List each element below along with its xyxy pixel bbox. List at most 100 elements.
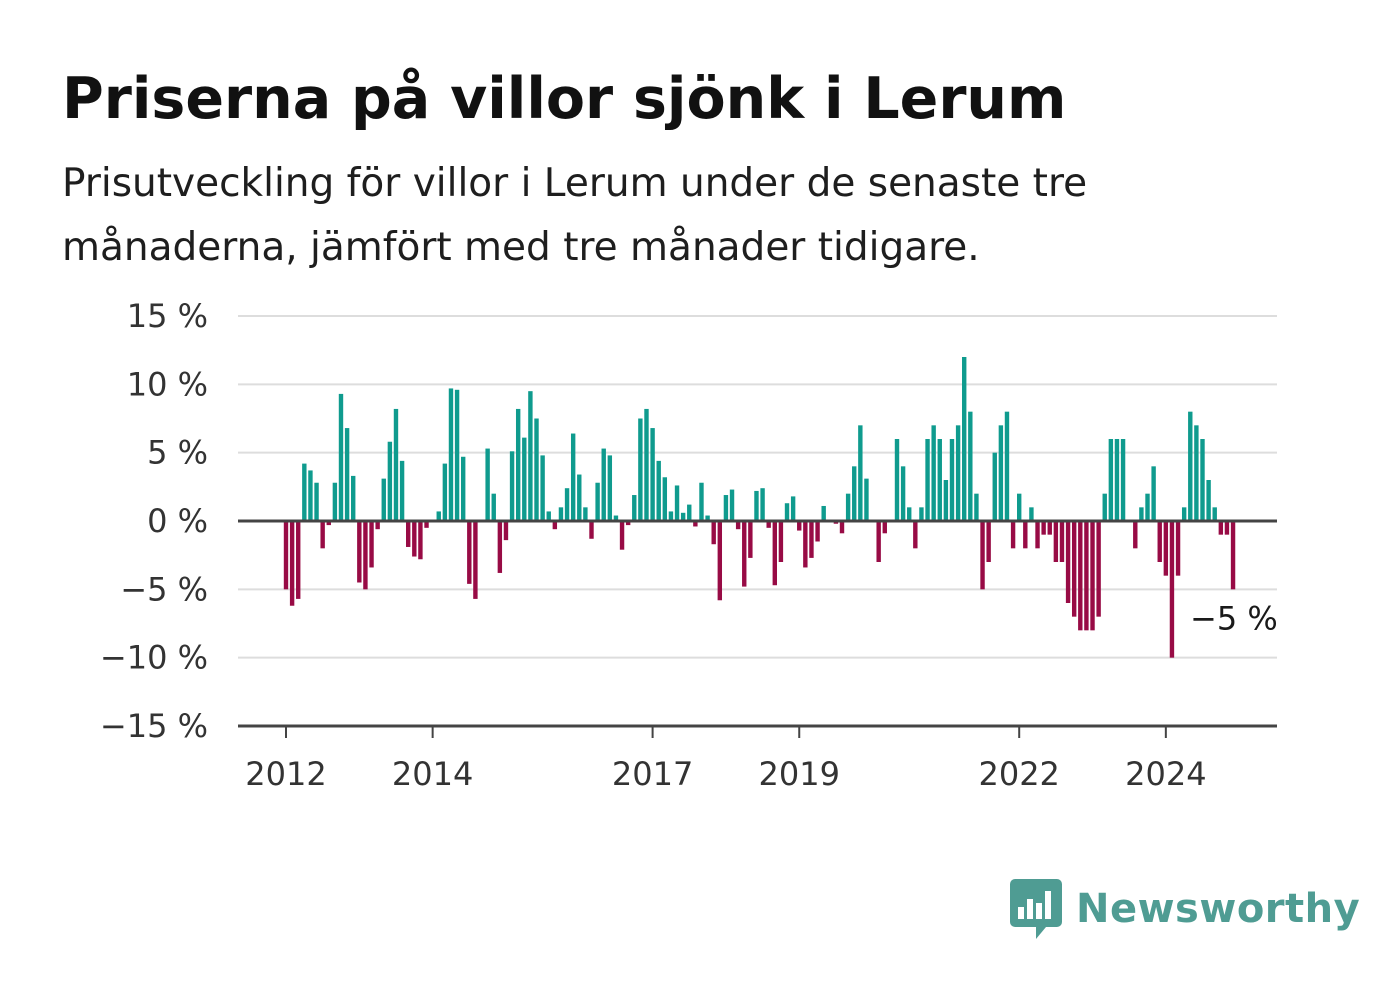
bar: [302, 463, 307, 521]
bar: [1224, 521, 1230, 535]
bar: [937, 439, 942, 521]
bar: [1175, 521, 1181, 576]
bar: [1157, 521, 1162, 562]
last-value-label: −5 %: [1190, 599, 1278, 637]
bar: [351, 475, 356, 521]
bar: [448, 388, 454, 521]
bar: [882, 521, 887, 534]
bar: [619, 521, 625, 550]
y-tick-label: 15 %: [127, 297, 208, 335]
bar: [699, 482, 704, 521]
bar: [436, 511, 441, 521]
bar: [900, 466, 906, 521]
bar: [656, 460, 661, 521]
bar: [418, 521, 423, 560]
bar: [1194, 425, 1199, 521]
bar: [1139, 507, 1144, 521]
bar: [662, 477, 668, 521]
bar: [705, 515, 710, 521]
bar: [1200, 439, 1205, 521]
bar: [1090, 521, 1095, 631]
bar: [852, 466, 857, 521]
bar: [845, 493, 851, 521]
bar: [943, 480, 949, 521]
bar: [687, 504, 692, 521]
bar: [1218, 521, 1224, 535]
bar: [424, 521, 429, 528]
bar: [467, 521, 472, 584]
bar: [381, 478, 386, 521]
bar: [674, 485, 680, 521]
bar: [931, 425, 936, 521]
y-tick-label: −10 %: [100, 639, 208, 677]
x-tick-label: 2019: [759, 755, 840, 793]
bar: [503, 521, 509, 541]
bar: [986, 521, 991, 562]
bar: [406, 521, 411, 547]
bar: [1230, 521, 1236, 590]
bar: [693, 521, 698, 527]
bar: [1004, 411, 1010, 521]
bar: [1188, 411, 1193, 521]
bar: [1053, 521, 1059, 562]
newsworthy-logo: Newsworthy: [1010, 878, 1360, 940]
bar: [949, 439, 955, 521]
bars: [283, 357, 1236, 658]
bar: [1029, 507, 1034, 521]
bar: [668, 511, 674, 521]
bar: [1108, 439, 1114, 521]
bar: [1114, 439, 1120, 521]
bar: [497, 521, 503, 573]
bar: [1059, 521, 1065, 562]
bar: [760, 488, 765, 521]
bar: [797, 521, 802, 531]
bar: [515, 408, 521, 521]
bar: [962, 357, 967, 521]
bar: [522, 437, 527, 521]
bar: [992, 452, 997, 521]
bar: [1163, 521, 1169, 576]
bar: [509, 451, 515, 521]
bar: [454, 389, 460, 521]
bar: [632, 495, 637, 521]
axes: [238, 519, 1277, 738]
bar: [387, 441, 393, 521]
bar: [363, 521, 368, 590]
bar: [1017, 493, 1022, 521]
bar: [540, 455, 545, 521]
bar: [607, 455, 613, 521]
bar: [680, 512, 686, 521]
bar: [809, 521, 814, 558]
bar: [1169, 521, 1175, 658]
bar: [711, 521, 716, 545]
bar: [338, 393, 344, 521]
y-tick-label: −15 %: [100, 707, 208, 745]
bar: [393, 408, 399, 521]
bar: [1151, 466, 1156, 521]
y-tick-label: 10 %: [127, 365, 208, 403]
bar: [1041, 521, 1046, 535]
chart-subtitle: Prisutveckling för villor i Lerum under …: [62, 161, 1088, 270]
bar: [772, 521, 777, 586]
bar: [1133, 521, 1138, 549]
bar: [1096, 521, 1101, 617]
bar: [925, 439, 930, 521]
bar: [864, 478, 869, 521]
bar: [1010, 521, 1016, 549]
bar: [546, 511, 551, 521]
bar: [1035, 521, 1040, 549]
bar: [296, 521, 301, 599]
bar: [748, 521, 753, 558]
bar: [998, 425, 1004, 521]
bar: [766, 521, 771, 528]
bar: [283, 521, 289, 590]
bar: [735, 521, 741, 530]
bar: [589, 521, 594, 539]
bar: [552, 521, 558, 530]
bar: [913, 521, 918, 549]
bar: [1212, 507, 1217, 521]
bar: [1145, 493, 1150, 521]
bar: [754, 490, 759, 521]
axis-labels: 15 % 10 % 5 % 0 % −5 % −10 % −15 % 2012 2014 2017…: [100, 297, 1278, 793]
